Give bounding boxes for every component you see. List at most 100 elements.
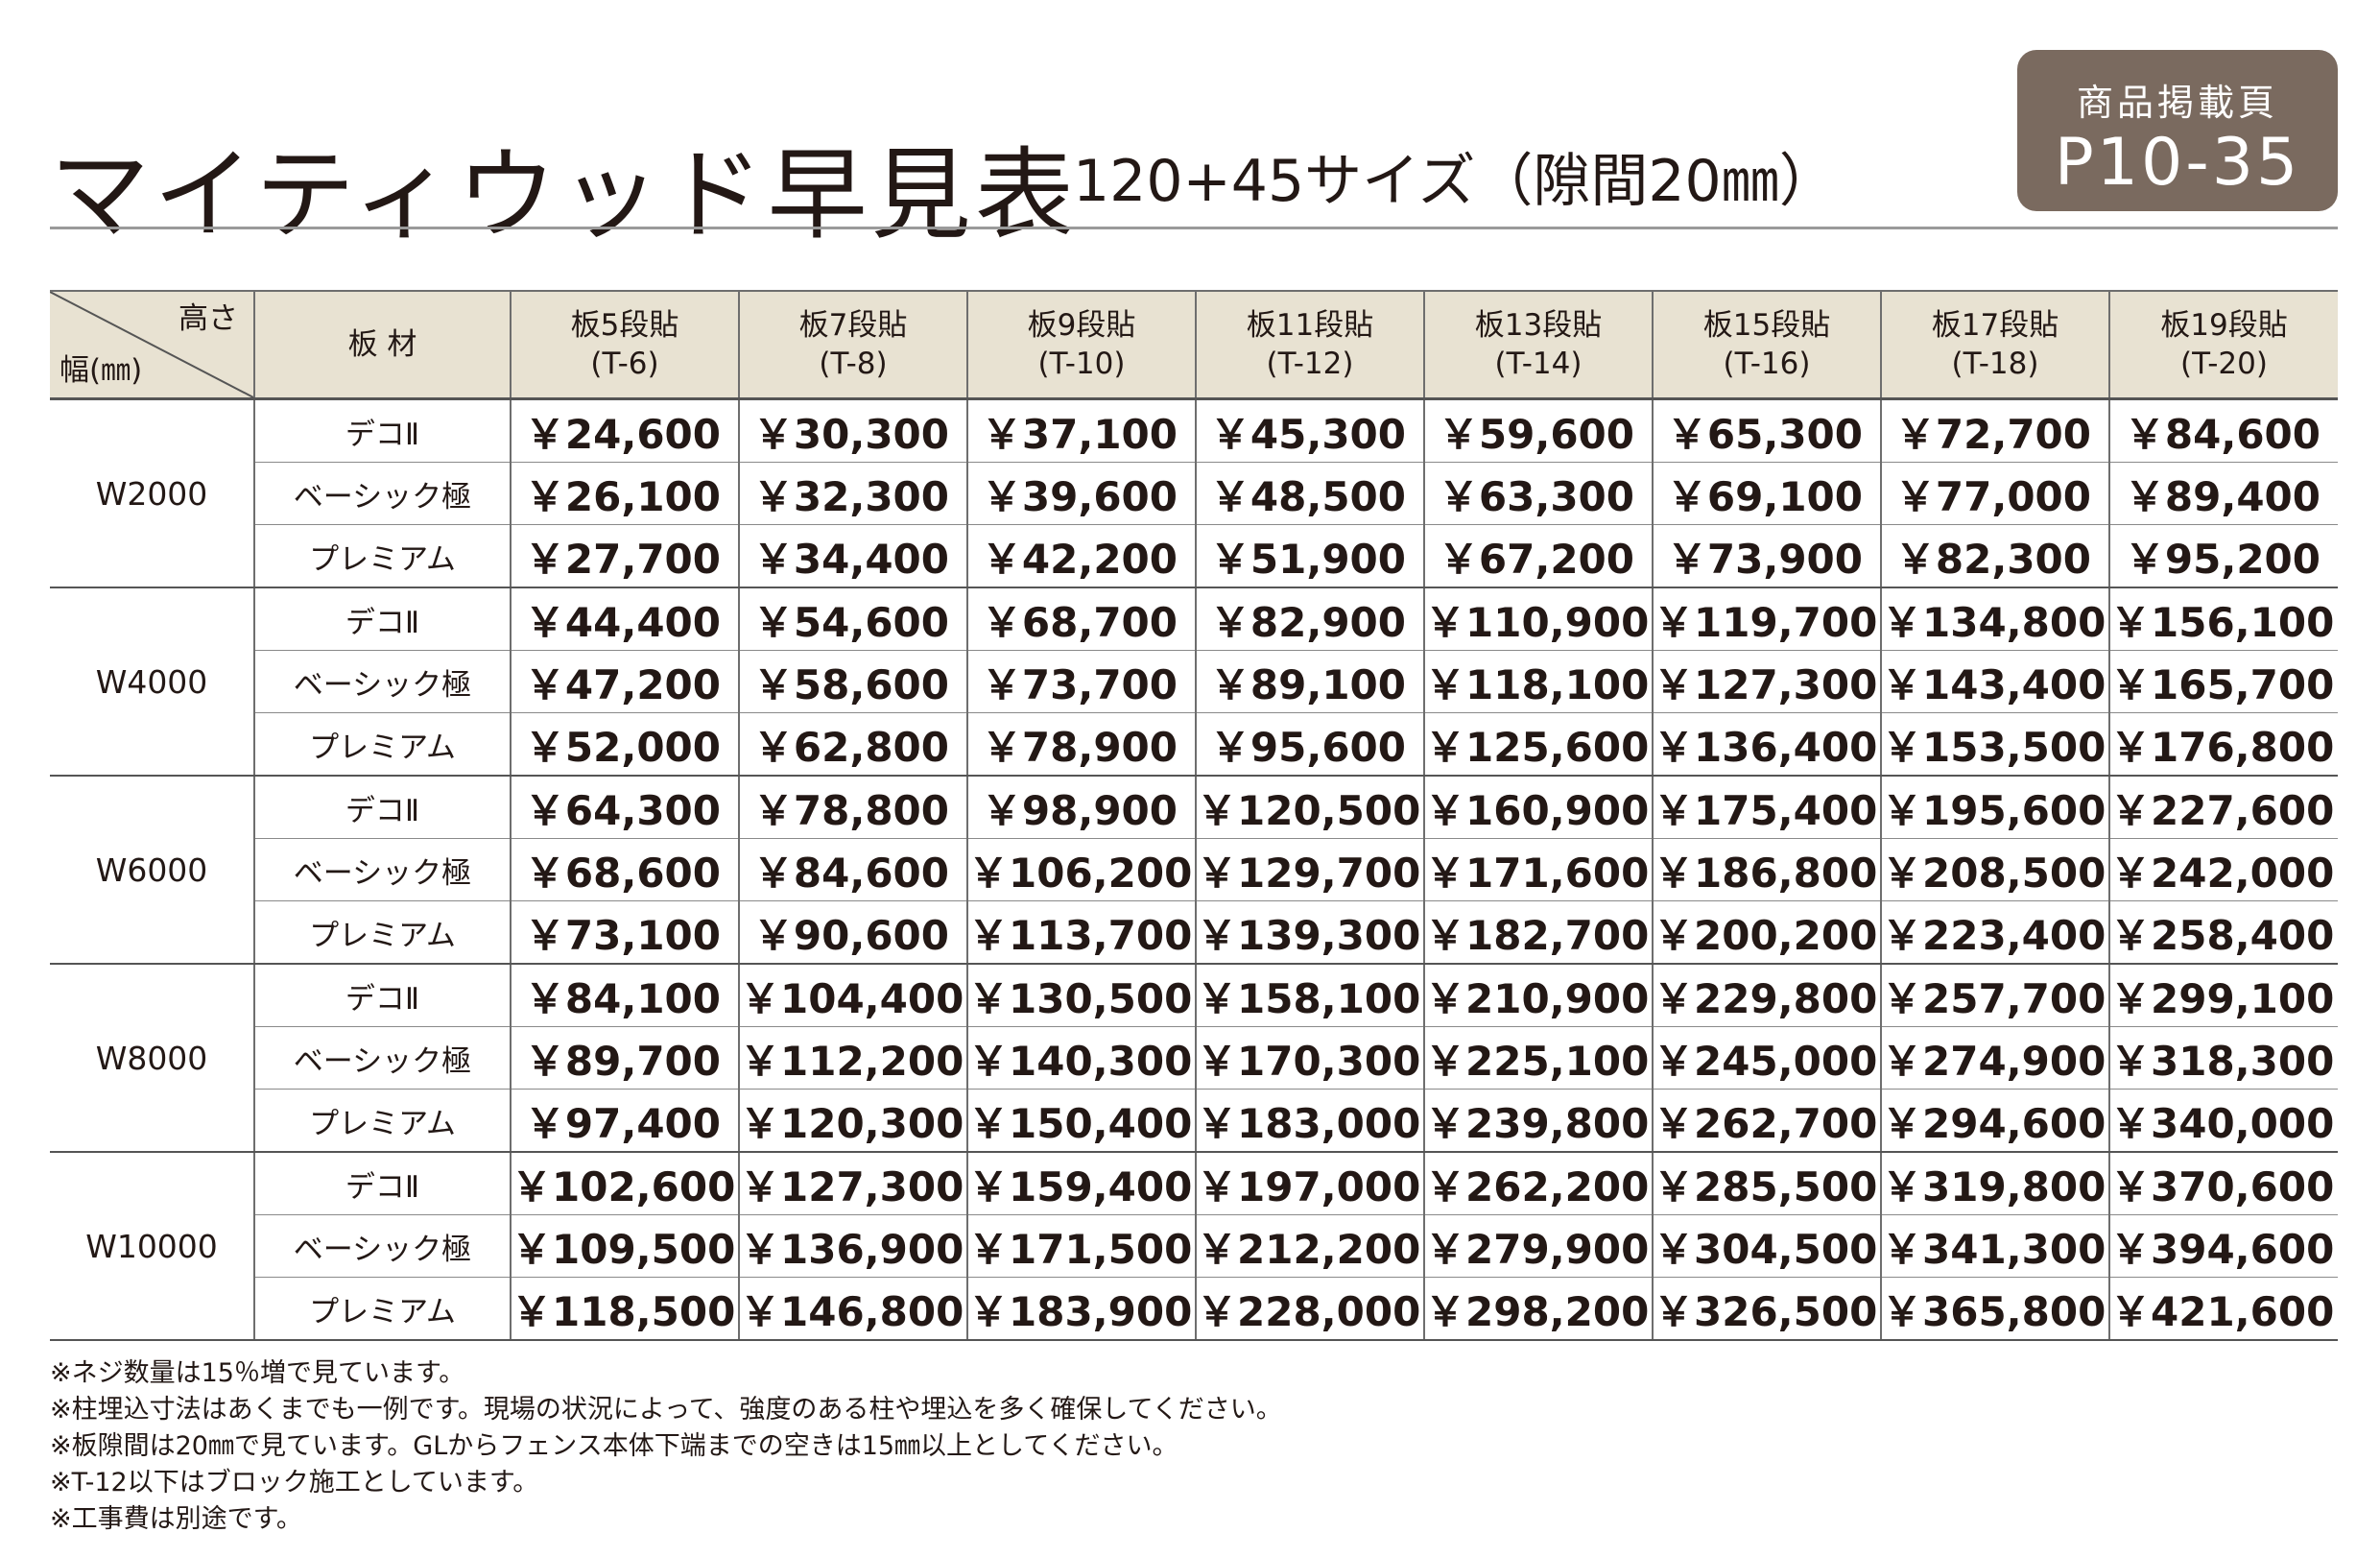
price-cell: ￥109,500 [510, 1214, 739, 1278]
price-cell: ￥95,600 [1195, 712, 1424, 777]
price-cell: ￥298,200 [1423, 1277, 1653, 1341]
price-cell: ￥69,100 [1652, 462, 1881, 525]
price-cell: ￥195,600 [1880, 776, 2109, 839]
price-cell: ￥113,700 [966, 900, 1196, 965]
price-table: 高さ 幅(㎜) 板 材 板5段貼 (T-6) 板7段貼 (T-8) 板9段貼 (T-10)… [50, 290, 2338, 1341]
column-code: (T-8) [819, 347, 888, 381]
material-cell: デコⅡ [253, 964, 511, 1027]
diagonal-divider-icon [50, 292, 253, 397]
price-cell: ￥225,100 [1423, 1026, 1653, 1090]
price-cell: ￥262,700 [1652, 1089, 1881, 1153]
price-cell: ￥127,300 [738, 1152, 967, 1215]
table-row: プレミアム ￥27,700 ￥34,400 ￥42,200 ￥51,900 ￥67,200… [50, 524, 2338, 588]
material-cell: プレミアム [253, 712, 511, 777]
price-cell: ￥110,900 [1423, 587, 1653, 651]
width-cell: W6000 [50, 776, 254, 965]
price-cell: ￥175,400 [1652, 776, 1881, 839]
table-row: W2000 デコⅡ ￥24,600 ￥30,300 ￥37,100 ￥45,300 ￥59,… [50, 398, 2338, 588]
price-cell: ￥82,900 [1195, 587, 1424, 651]
price-cell: ￥146,800 [738, 1277, 967, 1341]
price-cell: ￥112,200 [738, 1026, 967, 1090]
price-cell: ￥64,300 [510, 776, 739, 839]
column-code: (T-14) [1494, 347, 1583, 381]
column-name: 板7段貼 [798, 308, 908, 343]
price-cell: ￥127,300 [1652, 650, 1881, 713]
column-header: 板13段貼 (T-14) [1423, 290, 1653, 400]
price-cell: ￥229,800 [1652, 964, 1881, 1027]
price-cell: ￥27,700 [510, 524, 739, 588]
page-subtitle: 120+45サイズ（隙間20㎜） [1073, 148, 1837, 215]
price-cell: ￥183,900 [966, 1277, 1196, 1341]
badge-page-range: P10-35 [2054, 125, 2301, 201]
material-cell: ベーシック極 [253, 462, 511, 525]
price-cell: ￥279,900 [1423, 1214, 1653, 1278]
price-cell: ￥239,800 [1423, 1089, 1653, 1153]
price-cell: ￥65,300 [1652, 398, 1881, 463]
column-name: 板15段貼 [1702, 308, 1831, 343]
price-cell: ￥257,700 [1880, 964, 2109, 1027]
price-cell: ￥32,300 [738, 462, 967, 525]
price-cell: ￥118,500 [510, 1277, 739, 1341]
column-name: 板9段貼 [1027, 308, 1136, 343]
price-cell: ￥51,900 [1195, 524, 1424, 588]
price-cell: ￥341,300 [1880, 1214, 2109, 1278]
price-cell: ￥129,700 [1195, 838, 1424, 901]
price-cell: ￥78,900 [966, 712, 1196, 777]
material-header: 板 材 [253, 290, 511, 400]
price-cell: ￥90,600 [738, 900, 967, 965]
table-row: ベーシック極 ￥68,600 ￥84,600 ￥106,200 ￥129,700 ￥171… [50, 838, 2338, 901]
price-cell: ￥89,100 [1195, 650, 1424, 713]
table-row: プレミアム ￥73,100 ￥90,600 ￥113,700 ￥139,300 ￥182,… [50, 900, 2338, 965]
material-cell: プレミアム [253, 1089, 511, 1153]
price-cell: ￥210,900 [1423, 964, 1653, 1027]
material-cell: デコⅡ [253, 1152, 511, 1215]
price-cell: ￥37,100 [966, 398, 1196, 463]
price-cell: ￥34,400 [738, 524, 967, 588]
width-cell: W2000 [50, 398, 254, 588]
price-cell: ￥227,600 [2108, 776, 2338, 839]
price-cell: ￥176,800 [2108, 712, 2338, 777]
price-cell: ￥299,100 [2108, 964, 2338, 1027]
table-row: プレミアム ￥97,400 ￥120,300 ￥150,400 ￥183,000 ￥239… [50, 1089, 2338, 1153]
footnote: ※T-12以下はブロック施工としています。 [50, 1468, 539, 1497]
price-cell: ￥67,200 [1423, 524, 1653, 588]
price-cell: ￥223,400 [1880, 900, 2109, 965]
price-cell: ￥158,100 [1195, 964, 1424, 1027]
price-cell: ￥45,300 [1195, 398, 1424, 463]
price-cell: ￥73,700 [966, 650, 1196, 713]
price-cell: ￥130,500 [966, 964, 1196, 1027]
price-cell: ￥118,100 [1423, 650, 1653, 713]
table-row: プレミアム ￥52,000 ￥62,800 ￥78,900 ￥95,600 ￥125,60… [50, 712, 2338, 777]
column-name: 板11段貼 [1246, 308, 1374, 343]
price-cell: ￥171,600 [1423, 838, 1653, 901]
material-cell: ベーシック極 [253, 838, 511, 901]
price-cell: ￥165,700 [2108, 650, 2338, 713]
price-cell: ￥421,600 [2108, 1277, 2338, 1341]
column-code: (T-12) [1266, 347, 1354, 381]
price-cell: ￥143,400 [1880, 650, 2109, 713]
column-code: (T-6) [590, 347, 659, 381]
price-cell: ￥294,600 [1880, 1089, 2109, 1153]
price-cell: ￥285,500 [1652, 1152, 1881, 1215]
footnote: ※板隙間は20㎜で見ています。GLからフェンス本体下端までの空きは15㎜以上とし… [50, 1431, 1178, 1461]
material-cell: ベーシック極 [253, 1214, 511, 1278]
table-row: W8000 デコⅡ ￥84,100 ￥104,400 ￥130,500 ￥158,100 ￥… [50, 964, 2338, 1153]
price-cell: ￥139,300 [1195, 900, 1424, 965]
price-cell: ￥326,500 [1652, 1277, 1881, 1341]
price-cell: ￥208,500 [1880, 838, 2109, 901]
column-header: 板7段貼 (T-8) [738, 290, 967, 400]
price-cell: ￥98,900 [966, 776, 1196, 839]
price-cell: ￥77,000 [1880, 462, 2109, 525]
column-code: (T-18) [1951, 347, 2039, 381]
material-cell: プレミアム [253, 524, 511, 588]
footnotes: ※ネジ数量は15％増で見ています。 ※柱埋込寸法はあくまでも一例です。現場の状況に… [50, 1355, 1282, 1538]
price-cell: ￥370,600 [2108, 1152, 2338, 1215]
price-cell: ￥73,100 [510, 900, 739, 965]
price-cell: ￥84,600 [2108, 398, 2338, 463]
price-cell: ￥68,700 [966, 587, 1196, 651]
width-cell: W8000 [50, 964, 254, 1153]
table-row: ベーシック極 ￥47,200 ￥58,600 ￥73,700 ￥89,100 ￥118,1… [50, 650, 2338, 713]
title-divider [50, 227, 2338, 229]
table-row: W6000 デコⅡ ￥64,300 ￥78,800 ￥98,900 ￥120,500 ￥16… [50, 776, 2338, 965]
price-cell: ￥89,400 [2108, 462, 2338, 525]
